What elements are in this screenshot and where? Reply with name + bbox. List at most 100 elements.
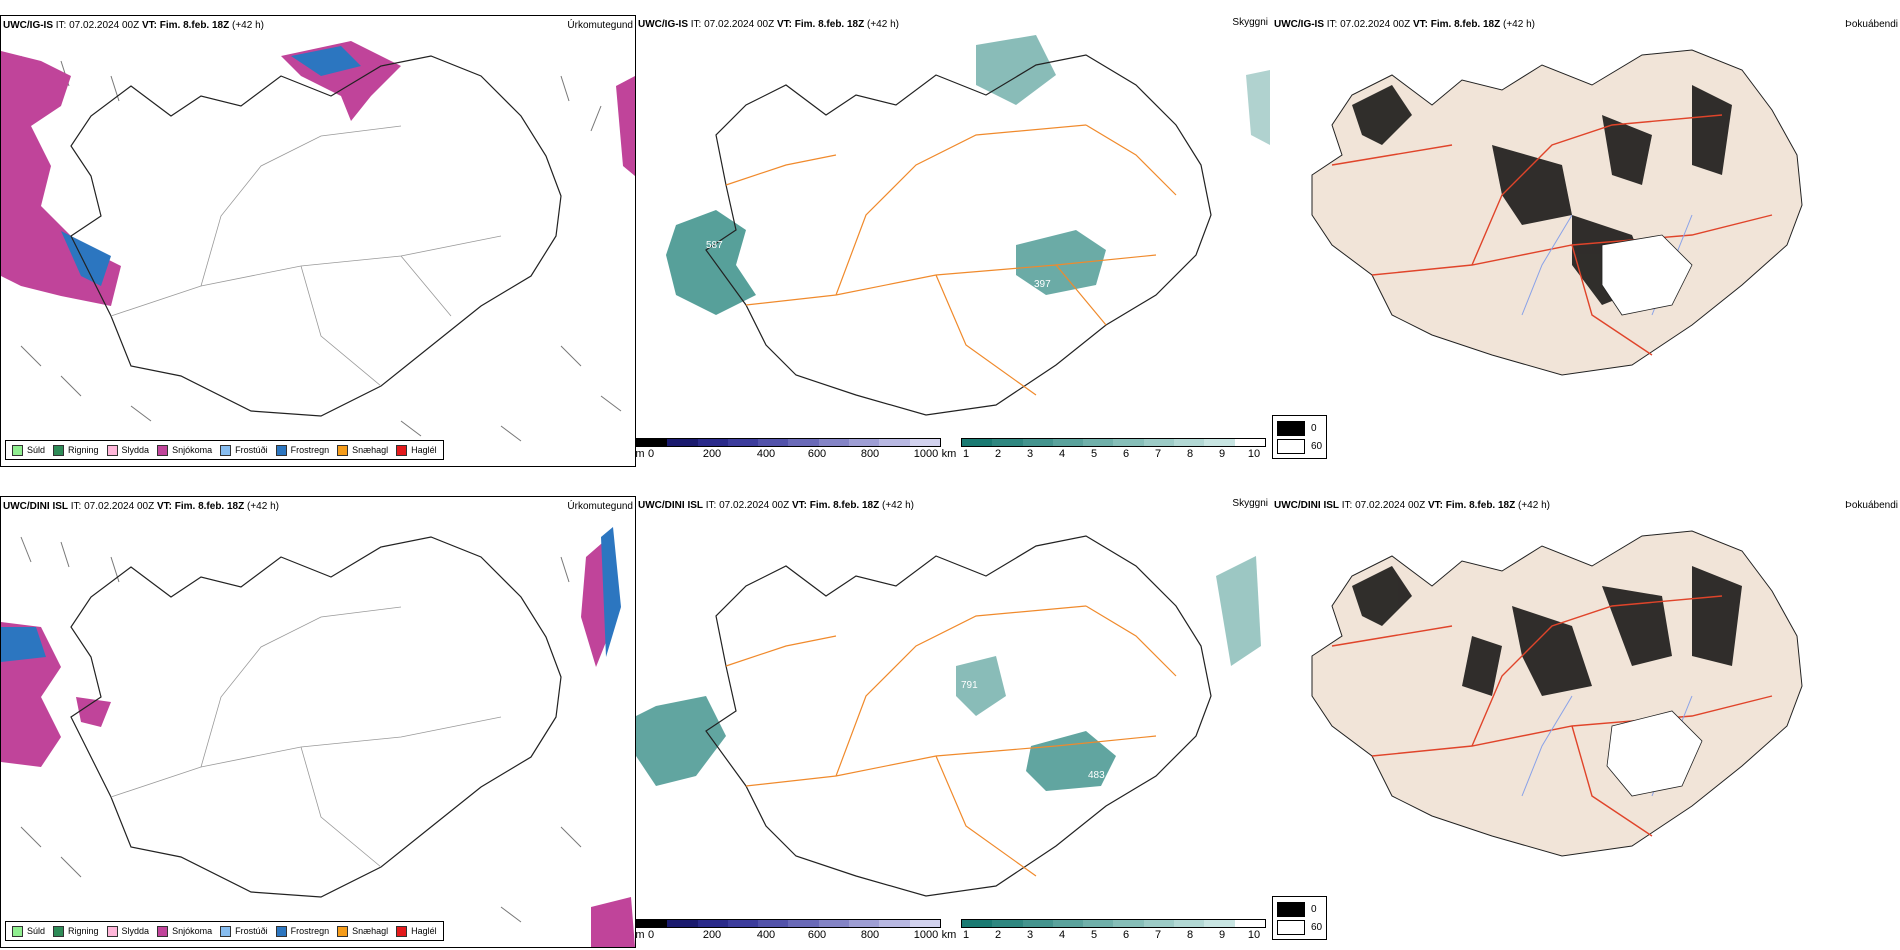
iceland-outline	[705, 535, 1212, 897]
cloud-base-label: 933	[664, 688, 681, 699]
roads	[1331, 595, 1773, 837]
low-visibility-area	[1026, 731, 1116, 791]
roads	[110, 125, 502, 387]
legend-item-freezing-rain: Frostregn	[275, 444, 329, 456]
legend-item-rain: Rigning	[53, 444, 99, 456]
colorbar-ticks: m 0 200 400 600 800 1000	[636, 448, 939, 460]
panel-title: Þokuábendi	[1845, 19, 1898, 30]
precip-type-legend: Súld Rigning Slydda Snjókoma Frostúði Fr…	[5, 921, 444, 941]
cloud-base-label: 587	[706, 240, 723, 251]
fog-legend: 0 60	[1272, 415, 1328, 459]
precip-map-top	[1, 41, 635, 442]
cloud-base-label: 483	[1088, 770, 1105, 781]
cloud-base-label: 46	[1002, 664, 1014, 675]
legend-item-freezing-drizzle: Frostúði	[220, 444, 268, 456]
visibility-colorbar: km 1 2 3 4 5 6 7 8 9 10	[941, 438, 1266, 461]
unit-label: m	[636, 929, 645, 941]
cloud-base-label: 10	[1028, 678, 1040, 689]
panel-header: UWC/IG-IS IT: 07.02.2024 00Z VT: Fim. 8.…	[1274, 19, 1535, 30]
low-visibility-area	[1016, 230, 1106, 295]
unit-label: km	[941, 448, 957, 460]
precip-type-panel-bottom: UWC/DINI ISL IT: 07.02.2024 00Z VT: Fim.…	[0, 496, 636, 948]
cloud-base-label: 192	[1086, 292, 1103, 303]
legend-item-rain: Rigning	[53, 925, 99, 937]
frz-rain-east	[601, 527, 621, 657]
colorbar-strip	[636, 919, 941, 928]
unit-label: km	[941, 929, 957, 941]
legend-item-sleet: Slydda	[106, 444, 149, 456]
model-name: UWC/IG-IS	[3, 20, 53, 31]
legend-item-drizzle: Súld	[12, 444, 45, 456]
cloud-base-label: 28	[1116, 265, 1128, 276]
snow-area-se	[591, 897, 635, 947]
iceland-outline	[70, 536, 562, 898]
fog-legend-item: 60	[1277, 437, 1322, 455]
visibility-colorbar: km 1 2 3 4 5 6 7 8 9 10	[941, 919, 1266, 942]
visibility-panel-top: 587 397 28 192 UWC/IG-IS IT: 07.02.2024 …	[636, 15, 1270, 465]
frz-rain-area	[61, 231, 111, 286]
iceland-outline	[70, 55, 562, 417]
low-visibility-area	[976, 35, 1056, 105]
snow-area-east	[616, 76, 635, 176]
precip-map-bottom	[1, 527, 635, 947]
visibility-panel-bottom: 933 791 46 10 483 UWC/DINI ISL IT: 07.02…	[636, 496, 1270, 946]
roads	[725, 605, 1177, 877]
colorbar-ticks: km 1 2 3 4 5 6 7 8 9 10	[941, 448, 1261, 460]
frz-rain-area	[1, 627, 46, 662]
colorbar-ticks: m 0 200 400 600 800 1000	[636, 929, 939, 941]
legend-item-hail: Haglél	[396, 444, 437, 456]
panel-title: Þokuábendi	[1845, 500, 1898, 511]
fog-map-bottom	[1311, 530, 1803, 857]
legend-item-snow-pellets: Snæhagl	[337, 444, 388, 456]
glacier	[1601, 234, 1693, 316]
snow-area	[1, 51, 121, 306]
frz-rain-north	[291, 46, 361, 76]
panel-header: UWC/IG-IS IT: 07.02.2024 00Z VT: Fim. 8.…	[638, 19, 899, 30]
legend-item-snow-pellets: Snæhagl	[337, 925, 388, 937]
unit-label: m	[636, 448, 645, 460]
snow-area	[76, 697, 111, 727]
fog-map-top	[1311, 49, 1803, 376]
legend-item-snow: Snjókoma	[157, 444, 212, 456]
roads	[725, 124, 1177, 396]
colorbar-strip	[636, 438, 941, 447]
legend-item-snow: Snjókoma	[157, 925, 212, 937]
panel-header: UWC/IG-IS IT: 07.02.2024 00Z VT: Fim. 8.…	[3, 20, 264, 31]
colorbar-strip	[961, 438, 1266, 447]
panel-header: UWC/DINI ISL IT: 07.02.2024 00Z VT: Fim.…	[638, 500, 914, 511]
cloud-base-label: 397	[1034, 279, 1051, 290]
iceland-outline	[705, 54, 1212, 416]
visibility-map-bottom: 933 791 46 10 483	[636, 535, 1261, 897]
fog-indicator-panel-bottom: UWC/DINI ISL IT: 07.02.2024 00Z VT: Fim.…	[1272, 496, 1900, 946]
fog-legend-item: 60	[1277, 918, 1322, 936]
low-visibility-area	[1246, 70, 1270, 145]
legend-item-freezing-drizzle: Frostúði	[220, 925, 268, 937]
panel-header: UWC/DINI ISL IT: 07.02.2024 00Z VT: Fim.…	[3, 501, 279, 512]
panel-title: Skyggni	[1232, 17, 1268, 28]
panel-title: Skyggni	[1232, 498, 1268, 509]
panel-title: Úrkomutegund	[567, 20, 633, 31]
fog-shading	[1352, 566, 1742, 696]
roads	[110, 606, 502, 868]
wind-barbs	[20, 536, 582, 923]
legend-item-sleet: Slydda	[106, 925, 149, 937]
colorbar-strip	[961, 919, 1266, 928]
panel-title: Úrkomutegund	[567, 501, 633, 512]
glacier	[1606, 710, 1703, 797]
wind-barbs	[20, 55, 622, 442]
colorbar-ticks: km 1 2 3 4 5 6 7 8 9 10	[941, 929, 1261, 941]
panel-header: UWC/DINI ISL IT: 07.02.2024 00Z VT: Fim.…	[1274, 500, 1550, 511]
fog-indicator-panel-top: UWC/IG-IS IT: 07.02.2024 00Z VT: Fim. 8.…	[1272, 15, 1900, 465]
cloud-base-colorbar: m 0 200 400 600 800 1000	[636, 438, 941, 461]
roads	[1331, 114, 1773, 356]
precip-type-panel-top: UWC/IG-IS IT: 07.02.2024 00Z VT: Fim. 8.…	[0, 15, 636, 467]
visibility-map-top: 587 397 28 192	[666, 35, 1270, 416]
cloud-base-colorbar: m 0 200 400 600 800 1000	[636, 919, 941, 942]
legend-item-hail: Haglél	[396, 925, 437, 937]
precip-type-legend: Súld Rigning Slydda Snjókoma Frostúði Fr…	[5, 440, 444, 460]
legend-item-drizzle: Súld	[12, 925, 45, 937]
legend-item-freezing-rain: Frostregn	[275, 925, 329, 937]
low-visibility-area	[1216, 556, 1261, 666]
cloud-base-label: 791	[961, 680, 978, 691]
low-visibility-area	[636, 696, 726, 786]
